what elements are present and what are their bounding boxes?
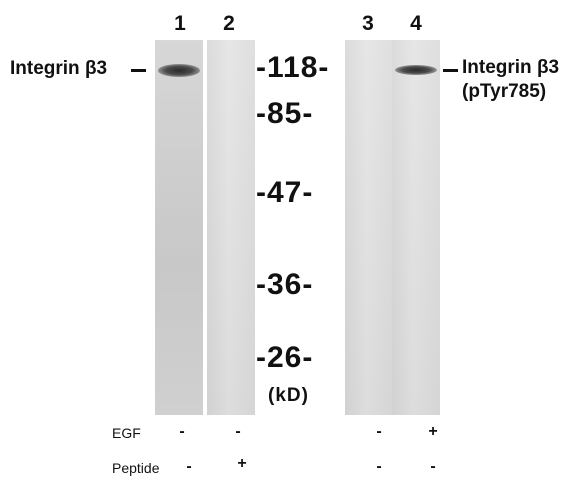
blot-lane-3 (345, 40, 393, 415)
peptide-lane-1: - (186, 458, 192, 475)
blot-lane-4 (392, 40, 440, 415)
egf-lane-4: + (428, 423, 438, 440)
right-band-label-line2: (pTyr785) (462, 81, 547, 102)
egf-lane-3: - (376, 423, 382, 440)
lane-number-3: 3 (362, 12, 374, 35)
peptide-lane-3: - (376, 458, 382, 475)
peptide-label: Peptide (112, 460, 160, 476)
marker-26: -26- (256, 341, 314, 374)
unit-label: (kD) (268, 385, 309, 406)
peptide-lane-4: - (430, 458, 436, 475)
right-band-label-line1: Integrin β3 (462, 57, 560, 78)
right-band-pointer (443, 69, 458, 72)
left-band-pointer (131, 69, 146, 72)
left-band-label: Integrin β3 (10, 58, 108, 79)
blot-lane-2 (207, 40, 255, 415)
egf-label: EGF (112, 425, 141, 441)
protein-band (395, 65, 437, 75)
protein-band (158, 64, 200, 77)
lane-number-2: 2 (223, 12, 235, 35)
lane-number-4: 4 (410, 12, 422, 35)
marker-47: -47- (256, 176, 314, 209)
marker-85: -85- (256, 97, 314, 130)
peptide-lane-2: + (237, 455, 247, 472)
marker-118: -118- (256, 51, 330, 84)
egf-lane-2: - (235, 423, 241, 440)
blot-lane-1 (155, 40, 203, 415)
egf-lane-1: - (179, 423, 185, 440)
lane-number-1: 1 (174, 12, 186, 35)
marker-36: -36- (256, 268, 314, 301)
